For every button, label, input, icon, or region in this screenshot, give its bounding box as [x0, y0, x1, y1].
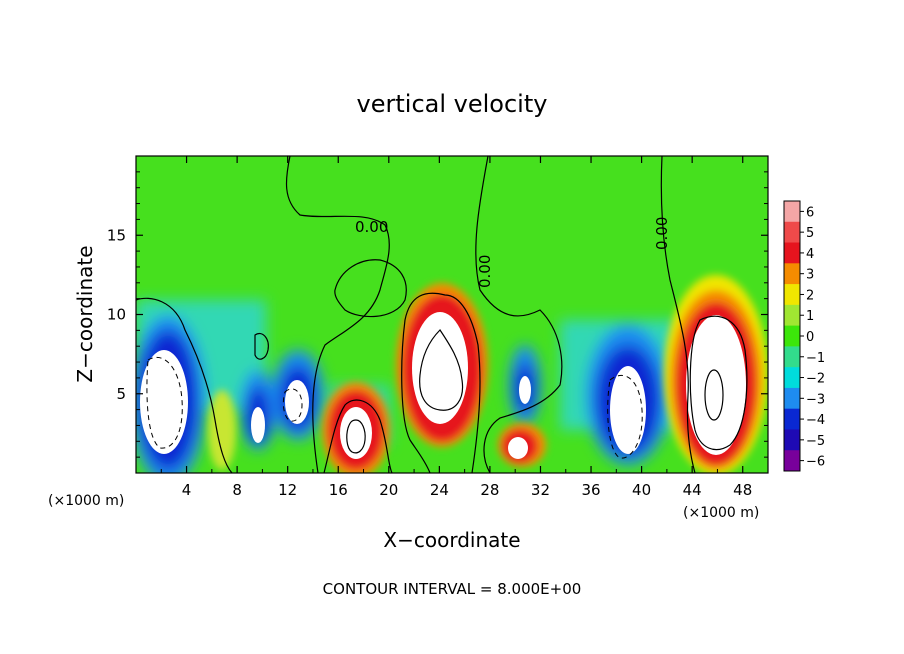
y-axis-label: Z−coordinate — [73, 245, 97, 382]
y-tick-label: 15 — [107, 226, 126, 244]
colorbar-label: −5 — [806, 434, 825, 449]
x-tick-label: 44 — [683, 481, 702, 499]
colorbar-swatch — [784, 450, 800, 472]
colorbar-swatch — [784, 304, 800, 327]
x-tick-label: 40 — [632, 481, 651, 499]
colorbar-label: −2 — [806, 372, 825, 387]
colorbar-swatch — [784, 387, 800, 410]
contour-lines-negative — [146, 357, 643, 459]
contour-label-3: 0.00 — [653, 217, 671, 250]
colorbar-label: 0 — [806, 330, 814, 345]
x-unit-right: (×1000 m) — [683, 505, 759, 521]
contour-label-1: 0.00 — [355, 218, 388, 236]
colorbar-swatch — [784, 263, 800, 285]
colorbar-label: 3 — [806, 268, 814, 283]
colorbar: 6 5 4 3 2 1 0 −1 −2 −3 −4 −5 −6 — [783, 200, 825, 472]
chart-title: vertical velocity — [357, 90, 548, 118]
x-tick-label: 48 — [733, 481, 752, 499]
x-tick-label: 20 — [379, 481, 398, 499]
x-tick-label: 24 — [430, 481, 449, 499]
colorbar-label: −1 — [806, 351, 825, 366]
contour-label-2: 0.00 — [476, 255, 494, 288]
y-tick-label: 10 — [107, 306, 126, 324]
x-tick-label: 16 — [329, 481, 348, 499]
x-axis-ticks: 4 8 12 16 20 24 28 32 36 40 44 48 — [160, 156, 752, 499]
colorbar-swatch — [784, 346, 800, 368]
colorbar-swatch — [784, 429, 800, 451]
y-tick-label: 5 — [116, 385, 126, 403]
y-axis-ticks: 5 10 15 — [107, 171, 768, 458]
x-tick-label: 36 — [581, 481, 600, 499]
colorbar-label: −6 — [806, 455, 825, 470]
x-tick-label: 8 — [232, 481, 242, 499]
colorbar-swatch — [784, 325, 800, 347]
colorbar-swatch — [784, 408, 800, 430]
colorbar-swatch — [784, 284, 800, 306]
colorbar-label: 5 — [806, 226, 814, 241]
colorbar-label: 6 — [806, 205, 814, 220]
x-tick-label: 12 — [278, 481, 297, 499]
colorbar-label: 4 — [806, 247, 814, 262]
contour-lines — [136, 156, 748, 473]
colorbar-label: −3 — [806, 392, 825, 407]
colorbar-swatch — [784, 201, 800, 223]
colorbar-swatch — [784, 367, 800, 389]
colorbar-swatch — [784, 221, 800, 244]
x-tick-label: 32 — [531, 481, 550, 499]
colorbar-label: −4 — [806, 413, 825, 428]
plot-area: 0.00 0.00 0.00 — [136, 156, 768, 473]
colorbar-swatch — [784, 242, 800, 264]
x-tick-label: 4 — [182, 481, 192, 499]
colorbar-label: 2 — [806, 288, 814, 303]
colorbar-label: 1 — [806, 309, 814, 324]
x-unit-left: (×1000 m) — [48, 493, 124, 509]
x-tick-label: 28 — [480, 481, 499, 499]
x-axis-label: X−coordinate — [383, 528, 520, 552]
contour-interval-footer: CONTOUR INTERVAL = 8.000E+00 — [323, 580, 582, 598]
saturated-regions — [140, 312, 746, 459]
